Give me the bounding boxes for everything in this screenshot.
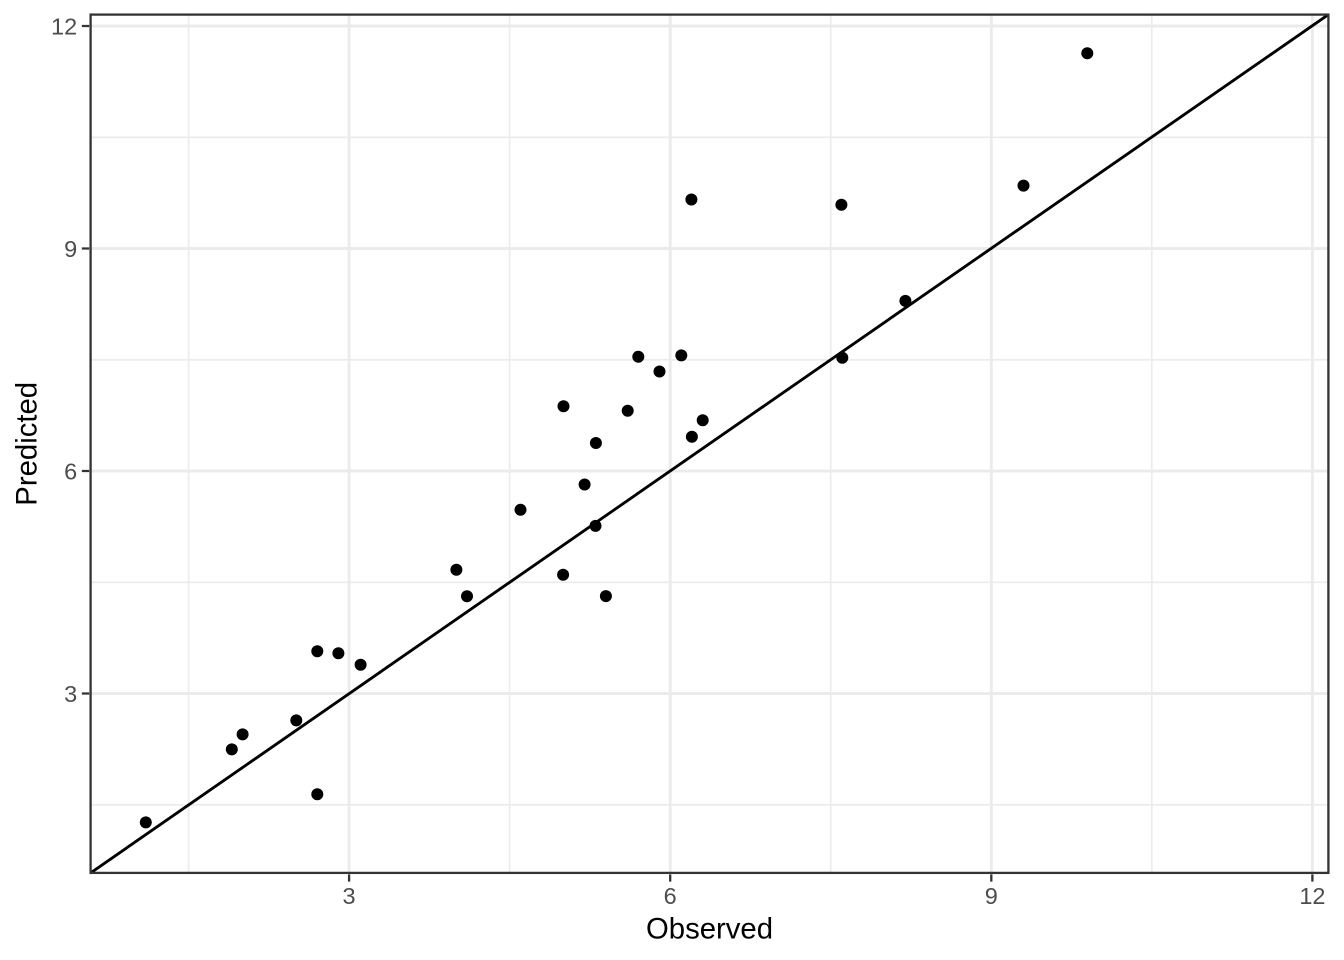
- svg-text:3: 3: [343, 883, 356, 909]
- svg-text:12: 12: [51, 13, 77, 39]
- svg-text:6: 6: [664, 883, 677, 909]
- svg-text:6: 6: [64, 458, 77, 484]
- svg-text:Predicted: Predicted: [10, 382, 43, 506]
- svg-text:3: 3: [64, 681, 77, 707]
- svg-text:12: 12: [1299, 883, 1325, 909]
- svg-text:Observed: Observed: [646, 913, 773, 946]
- svg-text:9: 9: [64, 236, 77, 262]
- svg-text:9: 9: [985, 883, 998, 909]
